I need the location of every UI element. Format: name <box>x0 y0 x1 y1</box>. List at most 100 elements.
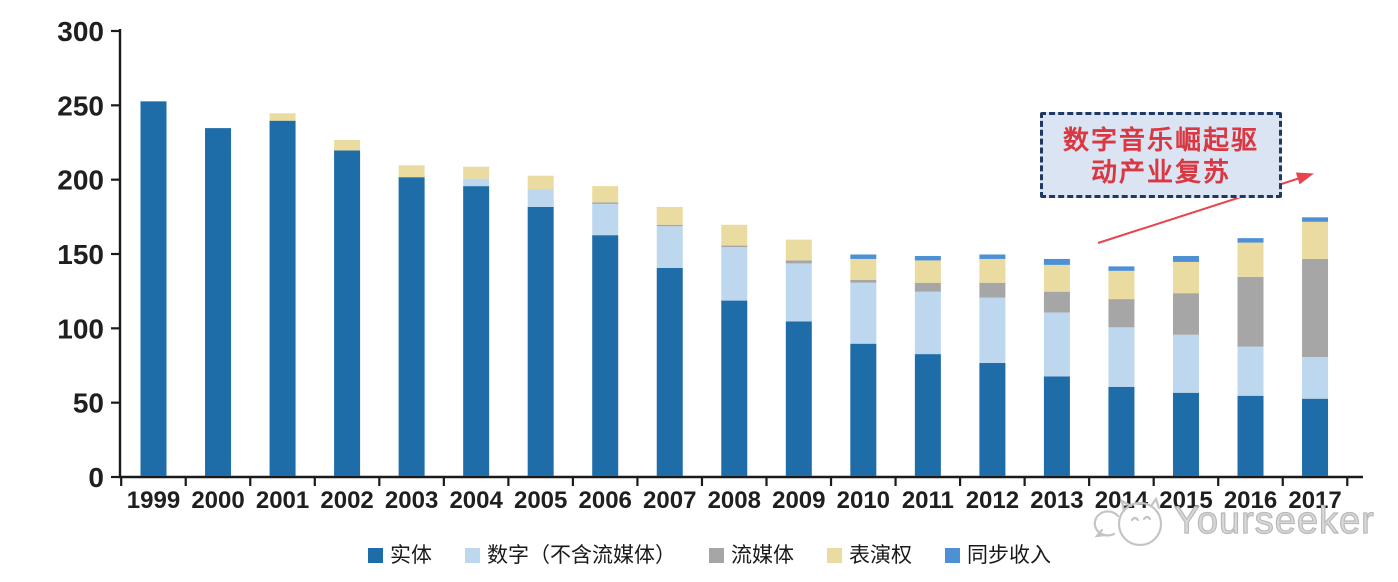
legend-item: 流媒体 <box>709 545 794 566</box>
bar-segment-2004 <box>463 178 490 187</box>
legend-label: 流媒体 <box>731 543 794 567</box>
bar-segment-2011 <box>914 260 941 283</box>
bar-segment-2007 <box>656 206 683 225</box>
bar-segment-2011 <box>914 354 941 476</box>
bar-segment-2001 <box>269 120 296 476</box>
bar-segment-2008 <box>721 245 748 248</box>
bar-segment-2009 <box>785 260 812 264</box>
x-tick-label: 2015 <box>1159 487 1212 514</box>
x-tick-label: 2016 <box>1224 487 1277 514</box>
x-tick-label: 1999 <box>127 487 180 514</box>
bar-segment-2011 <box>914 291 941 355</box>
bar-segment-2009 <box>785 239 812 261</box>
bar-segment-2013 <box>1043 258 1070 265</box>
x-tick-label: 2009 <box>772 487 825 514</box>
bar-segment-2015 <box>1172 293 1199 335</box>
bar-segment-2002 <box>334 140 361 151</box>
y-tick-label: 200 <box>57 165 104 196</box>
bar-segment-2010 <box>850 279 877 283</box>
bar-segment-2012 <box>979 254 1006 259</box>
bar-segment-1999 <box>140 101 167 477</box>
bar-segment-2013 <box>1043 376 1070 476</box>
bar-segment-2015 <box>1172 261 1199 294</box>
bar-segment-2016 <box>1237 346 1264 396</box>
bar-segment-2016 <box>1237 238 1264 243</box>
legend-label: 表演权 <box>849 543 912 567</box>
bar-segment-2005 <box>527 189 554 207</box>
bar-segment-2011 <box>914 282 941 292</box>
legend-label: 同步收入 <box>967 543 1051 567</box>
bar-segment-2016 <box>1237 276 1264 347</box>
bar-segment-2005 <box>527 206 554 476</box>
bar-segment-2015 <box>1172 334 1199 393</box>
bar-segment-2006 <box>592 186 619 203</box>
legend-item: 实体 <box>368 545 432 566</box>
bar-segment-2014 <box>1108 386 1135 476</box>
bar-segment-2014 <box>1108 270 1135 300</box>
x-tick-label: 2013 <box>1030 487 1083 514</box>
bar-segment-2006 <box>592 203 619 236</box>
legend-swatch-icon <box>945 548 960 563</box>
legend-swatch-icon <box>709 548 724 563</box>
bar-segment-2012 <box>979 363 1006 476</box>
x-tick-label: 2010 <box>837 487 890 514</box>
legend-swatch-icon <box>465 548 480 563</box>
bar-segment-2017 <box>1302 357 1329 399</box>
legend-item: 表演权 <box>827 545 912 566</box>
bar-segment-2007 <box>656 226 683 268</box>
y-tick-label: 150 <box>57 239 104 270</box>
bar-segment-2010 <box>850 282 877 344</box>
bar-segment-2012 <box>979 258 1006 283</box>
bar-segment-2007 <box>656 224 683 227</box>
bar-segment-2017 <box>1302 398 1329 476</box>
legend-item: 同步收入 <box>945 545 1051 566</box>
bar-segment-2006 <box>592 235 619 476</box>
legend-label: 数字（不含流媒体） <box>487 543 676 567</box>
bar-segment-2016 <box>1237 242 1264 277</box>
bar-segment-2000 <box>205 128 232 476</box>
legend-label: 实体 <box>390 543 432 567</box>
bar-segment-2010 <box>850 343 877 476</box>
x-tick-label: 2000 <box>191 487 244 514</box>
x-tick-label: 2001 <box>256 487 309 514</box>
bar-segment-2003 <box>398 165 425 178</box>
bar-segment-2014 <box>1108 266 1135 271</box>
annotation-callout: 数字音乐崛起驱 动产业复苏 <box>1040 112 1282 198</box>
bar-segment-2017 <box>1302 221 1329 259</box>
x-tick-label: 2004 <box>449 487 503 514</box>
bar-segment-2001 <box>269 113 296 121</box>
bar-segment-2002 <box>334 150 361 477</box>
legend-swatch-icon <box>827 548 842 563</box>
bar-segment-2014 <box>1108 299 1135 328</box>
bar-segment-2010 <box>850 254 877 259</box>
bar-segment-2008 <box>721 247 748 301</box>
y-tick-label: 0 <box>88 462 104 493</box>
bar-segment-2009 <box>785 321 812 476</box>
bar-segment-2017 <box>1302 258 1329 358</box>
y-tick-label: 100 <box>57 313 104 344</box>
bar-segment-2013 <box>1043 264 1070 292</box>
annotation-text-line1: 数字音乐崛起驱 <box>1062 126 1259 156</box>
chart-legend: 实体 数字（不含流媒体） 流媒体 表演权 同步收入 <box>368 545 1051 566</box>
x-tick-label: 2003 <box>385 487 438 514</box>
legend-swatch-icon <box>368 548 383 563</box>
bar-segment-2015 <box>1172 255 1199 262</box>
annotation-arrowhead-icon <box>1295 172 1314 185</box>
bar-segment-2007 <box>656 267 683 476</box>
x-tick-label: 2011 <box>902 487 954 514</box>
x-tick-label: 2005 <box>514 487 567 514</box>
bar-segment-2014 <box>1108 327 1135 387</box>
bar-segment-2013 <box>1043 291 1070 313</box>
bar-segment-2016 <box>1237 395 1264 476</box>
bar-segment-2011 <box>914 255 941 261</box>
y-tick-label: 300 <box>57 16 104 47</box>
bar-segment-2012 <box>979 297 1006 364</box>
y-tick-label: 50 <box>73 388 104 419</box>
bar-segment-2017 <box>1302 217 1329 222</box>
legend-item: 数字（不含流媒体） <box>465 545 676 566</box>
x-tick-label: 2014 <box>1095 487 1149 514</box>
y-tick-label: 250 <box>57 90 104 121</box>
bar-segment-2013 <box>1043 312 1070 377</box>
